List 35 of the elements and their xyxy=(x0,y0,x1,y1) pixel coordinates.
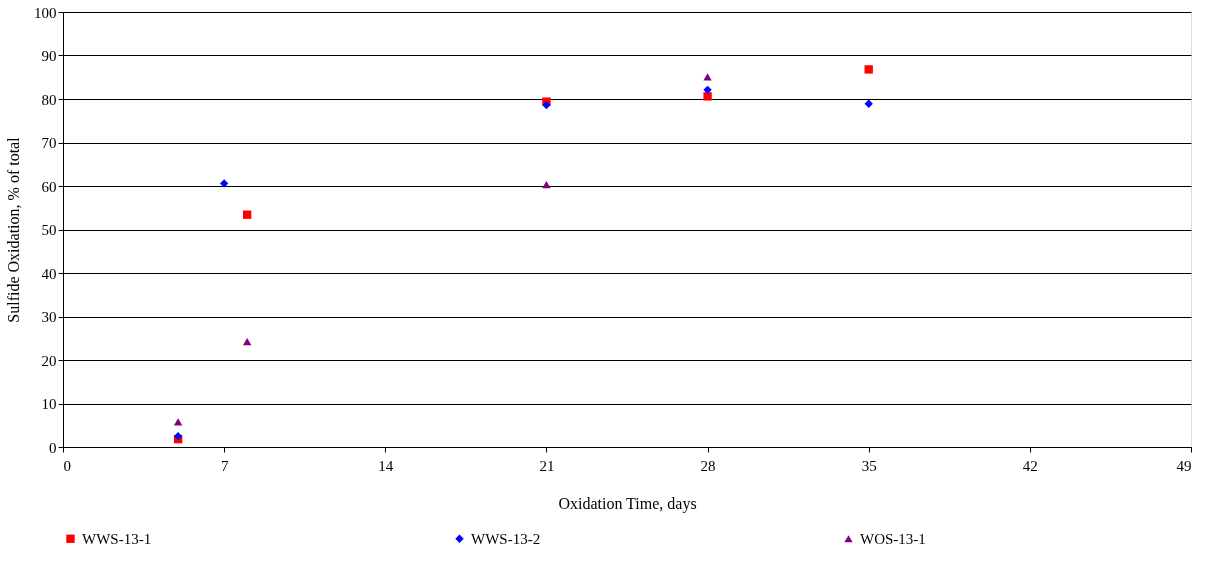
legend-label: WWS-13-2 xyxy=(471,530,541,547)
y-tick-label: 30 xyxy=(41,309,57,325)
y-tick-label: 70 xyxy=(41,135,57,151)
point xyxy=(219,179,229,188)
point xyxy=(703,73,712,81)
point xyxy=(864,65,873,74)
point xyxy=(242,210,252,219)
y-tick-label: 80 xyxy=(41,91,57,108)
x-tick-label: 42 xyxy=(1022,457,1038,474)
legend-label: WOS-13-1 xyxy=(860,530,926,547)
x-tick-label: 7 xyxy=(220,457,229,474)
point xyxy=(703,92,712,101)
x-tick-label: 21 xyxy=(539,457,555,474)
x-tick-label: 49 xyxy=(1176,457,1192,474)
y-tick-label: 60 xyxy=(41,178,57,195)
y-tick-label: 90 xyxy=(41,48,57,64)
x-tick-label: 14 xyxy=(378,457,394,474)
y-tick-label: 40 xyxy=(41,265,57,282)
x-tick-label: 35 xyxy=(861,457,877,474)
y-tick-label: 50 xyxy=(41,222,57,238)
point xyxy=(173,418,183,426)
y-tick-label: 100 xyxy=(34,4,57,21)
point xyxy=(242,338,252,346)
x-tick-label: 28 xyxy=(700,457,716,474)
x-tick-label: 0 xyxy=(63,457,71,474)
y-axis-title: Sulfide Oxidation, % of total xyxy=(5,136,22,323)
y-tick-label: 20 xyxy=(41,352,57,369)
point xyxy=(542,100,551,110)
point xyxy=(864,99,873,108)
y-tick-label: 0 xyxy=(49,439,57,456)
legend-label: WWS-13-1 xyxy=(82,530,152,547)
x-axis-title: Oxidation Time, days xyxy=(558,494,697,513)
point xyxy=(542,181,551,189)
y-tick-label: 10 xyxy=(41,396,57,412)
point xyxy=(703,85,712,95)
